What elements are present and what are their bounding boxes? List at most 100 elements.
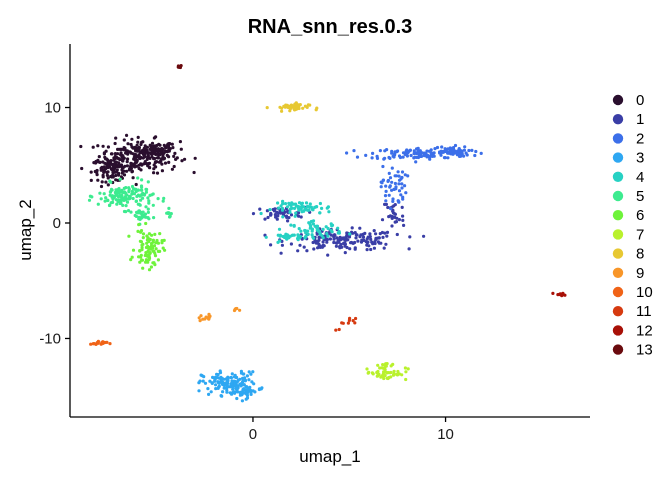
- legend-label: 12: [636, 322, 653, 339]
- data-point: [125, 149, 129, 153]
- data-point: [303, 235, 307, 239]
- data-point: [120, 171, 124, 175]
- data-point: [348, 247, 352, 251]
- legend-label: 8: [636, 246, 644, 263]
- y-tick-label: -10: [39, 330, 61, 347]
- data-point: [154, 247, 158, 251]
- data-point: [113, 152, 117, 156]
- data-point: [401, 218, 405, 222]
- x-tick-label: 10: [437, 426, 454, 443]
- data-point: [378, 366, 382, 370]
- data-point: [395, 372, 399, 377]
- data-point: [456, 149, 460, 153]
- data-point: [382, 246, 386, 250]
- data-point: [245, 374, 249, 378]
- data-point: [353, 240, 357, 245]
- data-point: [291, 233, 295, 237]
- data-point: [403, 366, 407, 370]
- series-cluster-4: [259, 199, 352, 244]
- data-point: [164, 146, 168, 150]
- data-point: [113, 157, 117, 161]
- data-point: [383, 363, 387, 367]
- data-point: [277, 206, 281, 210]
- data-point: [376, 363, 380, 367]
- data-point: [230, 372, 234, 376]
- data-point: [311, 240, 315, 245]
- series-cluster-3: [197, 369, 264, 403]
- data-point: [147, 161, 152, 165]
- data-point: [147, 165, 151, 169]
- data-point: [294, 107, 298, 111]
- data-point: [214, 387, 218, 391]
- data-point: [280, 109, 284, 113]
- data-point: [320, 206, 324, 210]
- data-point: [225, 388, 229, 392]
- data-point: [89, 178, 93, 182]
- data-point: [226, 379, 230, 383]
- data-point: [296, 249, 300, 253]
- data-point: [102, 170, 106, 174]
- data-point: [326, 226, 330, 231]
- data-point: [359, 233, 363, 237]
- legend-item-0: 0: [612, 92, 644, 109]
- data-point: [385, 230, 390, 234]
- data-point: [308, 202, 312, 206]
- data-point: [87, 198, 92, 202]
- data-point: [384, 199, 388, 203]
- data-point: [381, 164, 385, 169]
- data-point: [149, 244, 154, 248]
- data-point: [393, 215, 397, 219]
- data-point: [276, 211, 281, 215]
- data-point: [341, 321, 345, 325]
- data-point: [348, 232, 352, 236]
- data-point: [128, 196, 132, 200]
- data-point: [146, 236, 150, 240]
- data-point: [383, 202, 387, 206]
- data-point: [98, 191, 102, 195]
- data-point: [218, 369, 222, 373]
- data-point: [134, 199, 138, 203]
- legend-marker: [612, 152, 624, 163]
- data-point: [106, 183, 110, 187]
- data-point: [334, 241, 338, 245]
- data-point: [380, 218, 385, 222]
- data-point: [125, 133, 129, 137]
- data-point: [158, 232, 162, 236]
- data-point: [352, 149, 356, 153]
- data-point: [396, 170, 400, 174]
- data-point: [144, 260, 148, 264]
- data-point: [373, 241, 377, 246]
- data-point: [170, 142, 174, 146]
- data-point: [298, 243, 302, 247]
- data-point: [470, 148, 474, 152]
- data-point: [102, 165, 106, 169]
- data-point: [97, 155, 101, 159]
- data-point: [387, 215, 391, 219]
- data-point: [136, 147, 141, 151]
- data-point: [329, 222, 333, 226]
- data-point: [383, 374, 387, 378]
- data-point: [198, 319, 202, 323]
- data-point: [401, 214, 405, 218]
- data-point: [299, 215, 303, 219]
- data-point: [167, 160, 171, 164]
- data-point: [276, 201, 280, 205]
- data-point: [239, 384, 243, 388]
- legend-item-8: 8: [612, 246, 644, 263]
- data-point: [404, 370, 408, 374]
- data-point: [101, 144, 105, 148]
- data-point: [401, 195, 405, 199]
- data-point: [339, 244, 343, 248]
- data-point: [144, 190, 148, 194]
- data-point: [179, 147, 183, 151]
- data-point: [157, 142, 161, 146]
- data-point: [93, 169, 97, 174]
- data-point: [150, 149, 154, 153]
- data-point: [139, 162, 143, 166]
- series-cluster-13: [176, 64, 183, 70]
- data-point: [355, 233, 359, 237]
- data-point: [269, 211, 273, 216]
- data-point: [105, 173, 109, 177]
- data-point: [414, 160, 418, 164]
